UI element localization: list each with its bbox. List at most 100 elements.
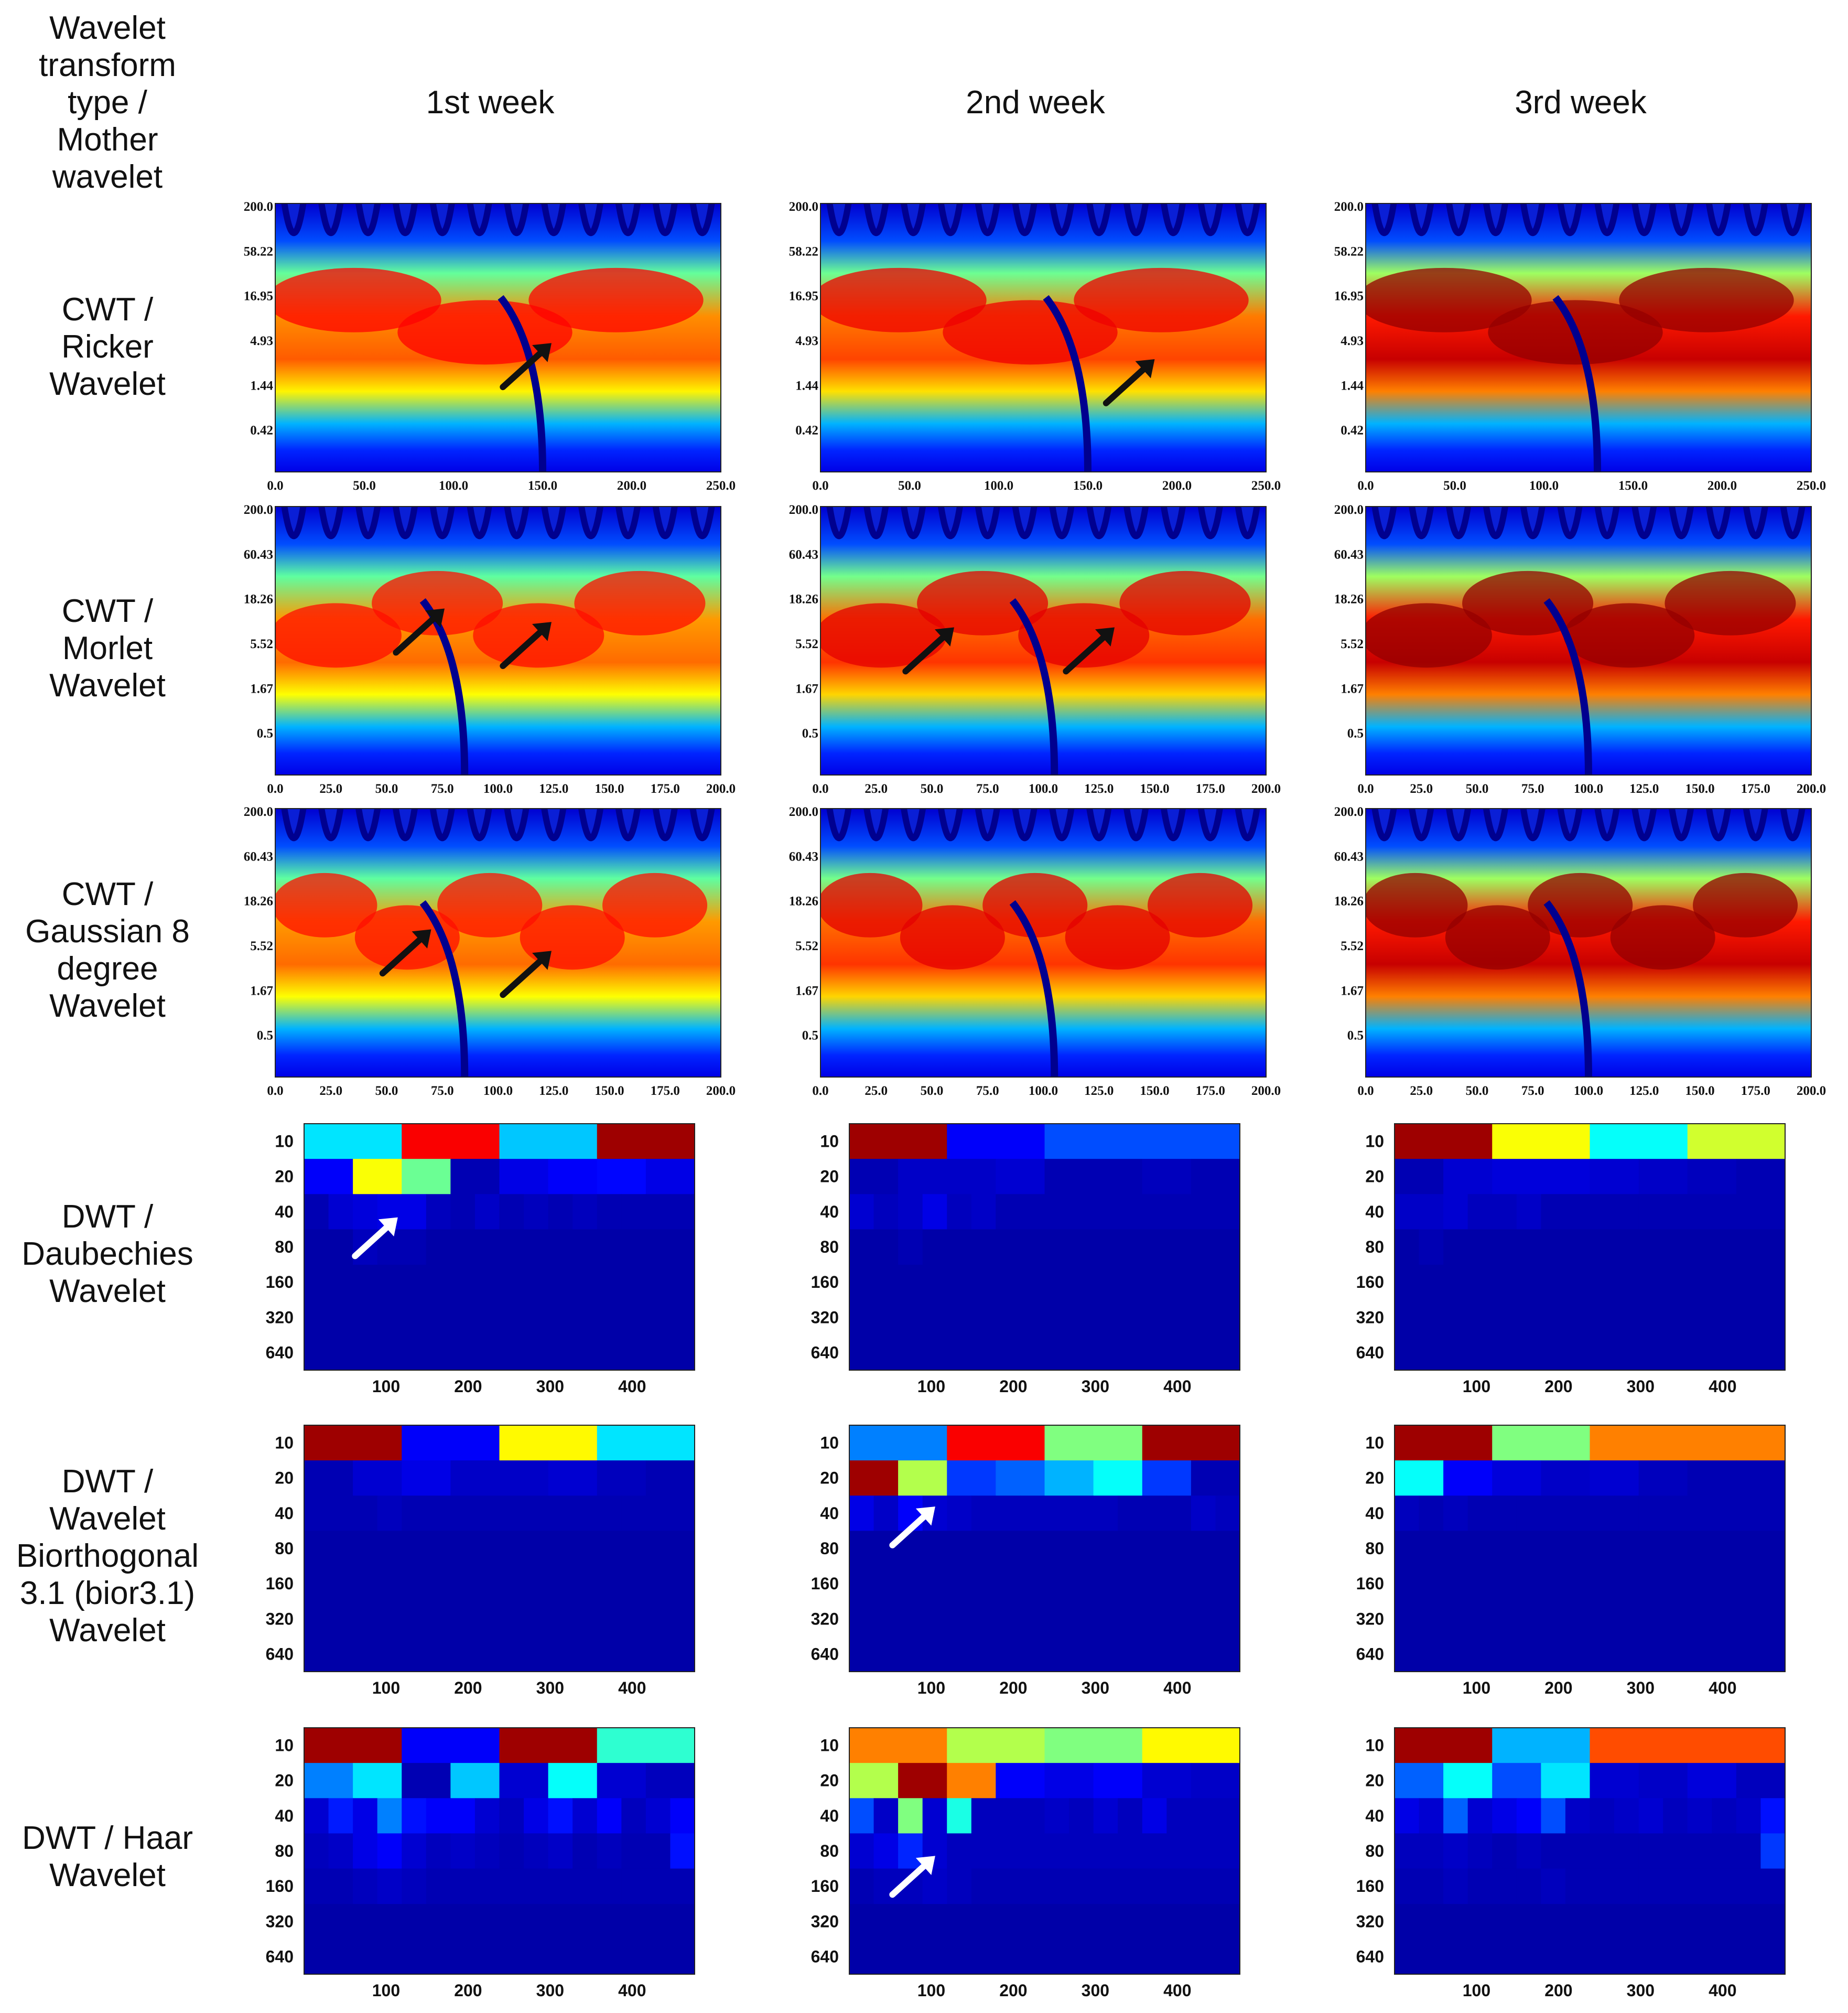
ridge-line xyxy=(1009,598,1058,775)
x-tick-label: 200.0 xyxy=(1251,782,1281,796)
energy-blob xyxy=(437,873,543,938)
x-tick-label: 175.0 xyxy=(651,1084,680,1098)
coefficient-cell xyxy=(947,1159,996,1194)
coefficient-cell xyxy=(1069,1798,1094,1834)
y-tick-label: 1.67 xyxy=(795,682,818,696)
finger-contour xyxy=(975,203,1000,236)
y-tick-label: 10 xyxy=(275,1434,294,1452)
finger-contour xyxy=(937,507,963,539)
y-tick-label: 10 xyxy=(820,1736,839,1755)
coefficient-cell xyxy=(1712,1833,1737,1869)
plot-frame xyxy=(304,1123,695,1371)
coefficient-cell xyxy=(450,1868,475,1904)
y-tick-label: 200.0 xyxy=(1334,200,1364,214)
coefficient-cell xyxy=(1760,1531,1786,1567)
x-tick-label: 50.0 xyxy=(1466,782,1489,796)
coefficient-cell xyxy=(499,1833,524,1869)
coefficient-cell xyxy=(1565,1194,1590,1230)
coefficient-cell xyxy=(1614,1798,1639,1834)
coefficient-cell xyxy=(1687,1728,1786,1763)
coefficient-cell xyxy=(524,1868,549,1904)
coefficient-cell xyxy=(597,1194,622,1230)
scalogram-image xyxy=(820,809,1266,1077)
y-tick-label: 1.67 xyxy=(250,984,273,998)
y-tick-label: 18.26 xyxy=(244,895,273,909)
coefficient-cell xyxy=(499,1229,524,1265)
coefficient-cell xyxy=(849,1728,947,1763)
coefficient-cell xyxy=(524,1194,549,1230)
coefficient-cell xyxy=(548,1868,573,1904)
x-tick-label: 125.0 xyxy=(1629,1084,1659,1098)
x-tick-label: 400 xyxy=(1709,1981,1736,2000)
coefficient-cell xyxy=(1142,1798,1167,1834)
x-tick-label: 0.0 xyxy=(267,782,283,796)
coefficient-cell xyxy=(499,1763,549,1799)
coefficient-cell xyxy=(1565,1798,1590,1834)
coefficient-cell xyxy=(1044,1460,1094,1496)
column-header-week-3: 3rd week xyxy=(1515,84,1647,121)
coefficient-cell xyxy=(1093,1763,1143,1799)
x-tick-label: 50.0 xyxy=(375,782,398,796)
coefficient-cell xyxy=(1069,1194,1094,1230)
row-label-line: degree xyxy=(57,951,158,987)
dwt-coefficients-r3-c1: 10 20 40 80 160 320 640 100 200 300 400 xyxy=(802,1122,1245,1400)
y-tick-label: 80 xyxy=(275,1539,294,1558)
coefficient-cell xyxy=(670,1495,695,1531)
coefficient-cell xyxy=(1142,1460,1192,1496)
coefficient-cell xyxy=(1492,1159,1541,1194)
finger-contour xyxy=(355,809,381,841)
finger-contour xyxy=(1631,507,1657,539)
finger-contour xyxy=(652,203,678,236)
x-tick-label: 200.0 xyxy=(1707,479,1737,493)
coefficient-cell xyxy=(996,1194,1021,1230)
coefficient-cell xyxy=(1736,1798,1761,1834)
plot-area: 10 20 40 80 160 320 640 100 200 300 400 xyxy=(811,1123,1240,1396)
coefficient-cell xyxy=(597,1159,646,1194)
y-tick-label: 5.52 xyxy=(1341,939,1364,953)
coefficient-cell xyxy=(670,1833,695,1869)
coefficient-cell xyxy=(1541,1763,1590,1799)
coefficient-cell xyxy=(1614,1194,1639,1230)
coefficient-cell xyxy=(996,1495,1021,1531)
energy-blob xyxy=(1018,603,1150,668)
x-tick-label: 25.0 xyxy=(1410,782,1433,796)
y-tick-label: 60.43 xyxy=(244,849,273,864)
y-tick-label: 0.42 xyxy=(1341,424,1364,438)
coefficient-cell xyxy=(996,1868,1021,1904)
corner-line: transform xyxy=(39,47,176,83)
coefficient-cell xyxy=(1020,1833,1045,1869)
coefficient-cell xyxy=(898,1460,947,1496)
coefficient-cell xyxy=(1736,1495,1761,1531)
coefficient-cell xyxy=(1093,1159,1143,1194)
finger-contour xyxy=(826,809,852,841)
x-tick-label: 100.0 xyxy=(1029,782,1058,796)
coefficient-cell xyxy=(426,1798,451,1834)
coefficient-cell xyxy=(645,1798,671,1834)
x-tick-label: 175.0 xyxy=(651,782,680,796)
y-tick-label: 160 xyxy=(811,1877,839,1896)
y-tick-label: 10 xyxy=(1365,1132,1384,1151)
coefficient-cell xyxy=(402,1194,427,1230)
coefficient-cell xyxy=(1093,1229,1118,1265)
x-tick-label: 0.0 xyxy=(1357,782,1374,796)
coefficient-cell xyxy=(1492,1868,1517,1904)
coefficient-cell xyxy=(328,1194,353,1230)
row-label-line: Ricker xyxy=(61,329,154,365)
y-tick-label: 0.42 xyxy=(250,424,273,438)
y-tick-label: 18.26 xyxy=(789,895,818,909)
scalogram-svg: 200.0 60.43 18.26 5.52 1.67 0.5 0.0 25.0 50.0 75.… xyxy=(1334,805,1826,1098)
energy-blob xyxy=(1665,570,1796,636)
coefficient-cell xyxy=(670,1798,695,1834)
black-arrow xyxy=(379,929,431,977)
y-tick-label: 80 xyxy=(1365,1842,1384,1860)
energy-blob xyxy=(820,603,947,668)
dwt-svg: 10 20 40 80 160 320 640 100 200 300 400 xyxy=(1356,1425,1786,1697)
coefficient-cell xyxy=(304,1495,329,1531)
energy-blob xyxy=(1366,603,1492,668)
finger-contour xyxy=(467,507,492,539)
energy-blob xyxy=(1619,267,1794,332)
finger-contour xyxy=(1557,809,1583,841)
coefficient-cell xyxy=(1044,1868,1069,1904)
coefficient-cell xyxy=(1419,1495,1444,1531)
coefficient-cell xyxy=(402,1495,427,1531)
